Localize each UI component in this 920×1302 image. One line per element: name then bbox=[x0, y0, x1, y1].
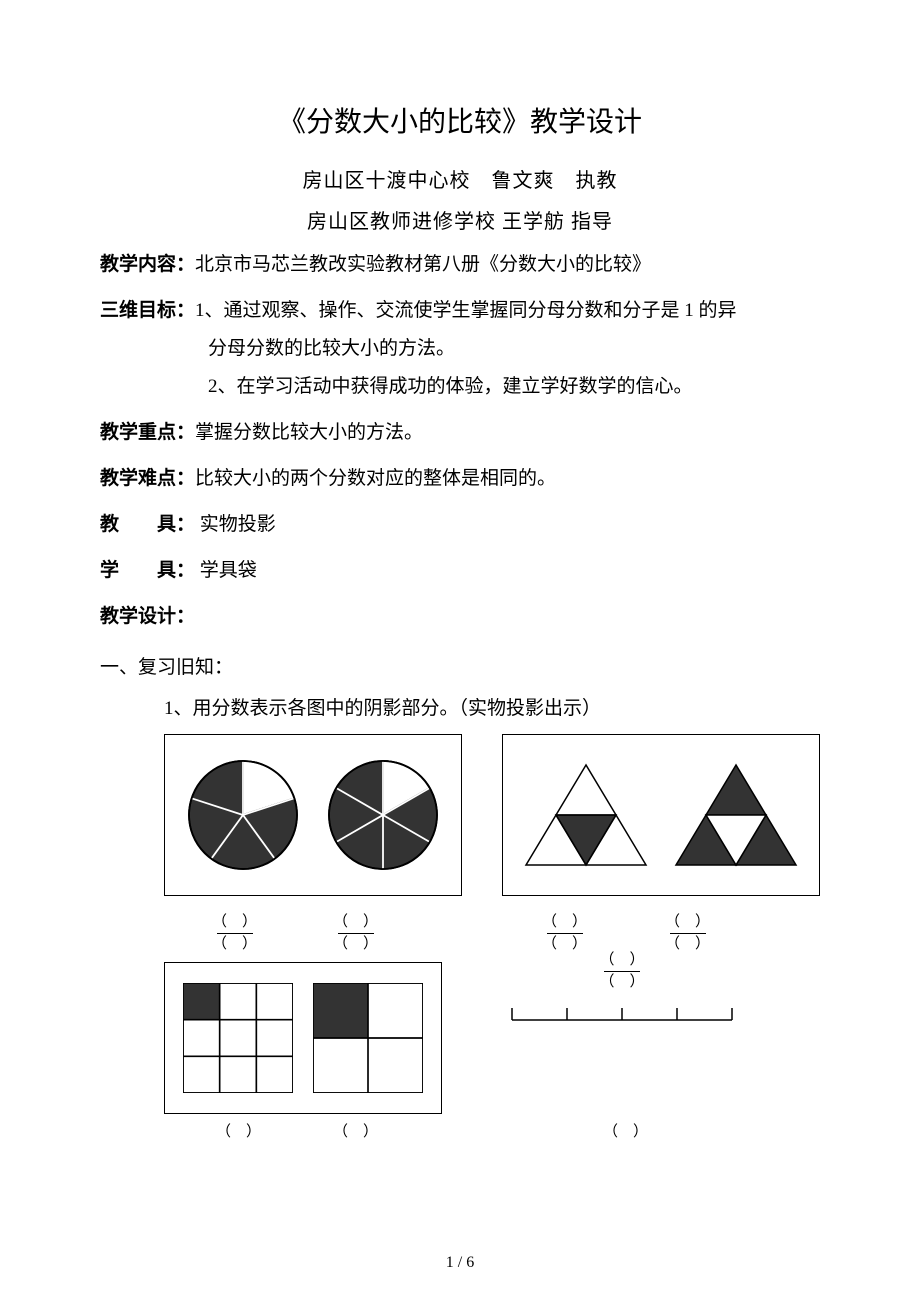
figure-box-triangles bbox=[502, 734, 820, 896]
figures-row-1 bbox=[164, 734, 820, 896]
fraction-blank: （ ） （ ） bbox=[540, 914, 589, 952]
subtitle-advisor: 房山区教师进修学校 王学舫 指导 bbox=[100, 205, 820, 234]
figures-row-2: （ ） （ ） bbox=[164, 962, 820, 1114]
grid-3x3-icon bbox=[183, 983, 293, 1093]
keypoint-label: 教学重点： bbox=[100, 422, 195, 443]
figure-box-grids bbox=[164, 962, 442, 1114]
difficulty-text: 比较大小的两个分数对应的整体是相同的。 bbox=[195, 468, 556, 489]
fraction-blank: （ ） （ ） bbox=[663, 914, 712, 952]
objectives-label: 三维目标： bbox=[100, 300, 195, 321]
blank-paren: （ ） bbox=[216, 1120, 261, 1141]
figure-box-pies bbox=[164, 734, 462, 896]
tools: 教 具： 实物投影 bbox=[100, 506, 820, 544]
design-label: 教学设计： bbox=[100, 598, 820, 636]
objective-1b: 分母分数的比较大小的方法。 bbox=[100, 330, 820, 368]
materials-text: 学具袋 bbox=[195, 560, 257, 581]
blank-parens-row: （ ） （ ） （ ） bbox=[164, 1120, 820, 1141]
tools-label: 教 具： bbox=[100, 514, 195, 535]
fraction-blank: （ ） （ ） bbox=[331, 914, 380, 952]
keypoint-text: 掌握分数比较大小的方法。 bbox=[195, 422, 423, 443]
triangle-1-icon bbox=[516, 755, 656, 875]
tools-text: 实物投影 bbox=[195, 514, 276, 535]
difficulty-label: 教学难点： bbox=[100, 468, 195, 489]
objective-2: 2、在学习活动中获得成功的体验，建立学好数学的信心。 bbox=[100, 368, 820, 406]
difficulty: 教学难点：比较大小的两个分数对应的整体是相同的。 bbox=[100, 460, 820, 498]
keypoint: 教学重点：掌握分数比较大小的方法。 bbox=[100, 414, 820, 452]
number-line-group: （ ） （ ） bbox=[502, 952, 742, 1024]
pie-chart-1-icon bbox=[183, 755, 303, 875]
question-1: 1、用分数表示各图中的阴影部分。（实物投影出示） bbox=[164, 693, 820, 720]
pie-chart-2-icon bbox=[323, 755, 443, 875]
page-number: 1 / 6 bbox=[0, 1254, 920, 1272]
materials-label: 学 具： bbox=[100, 560, 195, 581]
fraction-blank: （ ） （ ） bbox=[597, 952, 646, 990]
page-title: 《分数大小的比较》教学设计 bbox=[100, 100, 820, 140]
content-text: 北京市马芯兰教改实验教材第八册《分数大小的比较》 bbox=[195, 254, 651, 275]
blank-paren: （ ） bbox=[603, 1120, 648, 1141]
fraction-blanks-row-1: （ ） （ ） （ ） （ ） （ ） （ ） （ ） （ ） bbox=[100, 896, 820, 952]
triangle-2-icon bbox=[666, 755, 806, 875]
objective-1: 1、通过观察、操作、交流使学生掌握同分母分数和分子是 1 的异 bbox=[195, 300, 737, 321]
materials: 学 具： 学具袋 bbox=[100, 552, 820, 590]
fraction-blank: （ ） （ ） bbox=[210, 914, 259, 952]
teaching-content: 教学内容：北京市马芯兰教改实验教材第八册《分数大小的比较》 bbox=[100, 246, 820, 284]
objectives: 三维目标：1、通过观察、操作、交流使学生掌握同分母分数和分子是 1 的异 分母分… bbox=[100, 292, 820, 406]
number-line-icon bbox=[502, 1000, 742, 1024]
grid-2x2-icon bbox=[313, 983, 423, 1093]
subtitle-teacher: 房山区十渡中心校 鲁文爽 执教 bbox=[100, 164, 820, 193]
content-label: 教学内容： bbox=[100, 254, 195, 275]
section-1-heading: 一、复习旧知： bbox=[100, 652, 820, 679]
blank-paren: （ ） bbox=[333, 1120, 378, 1141]
